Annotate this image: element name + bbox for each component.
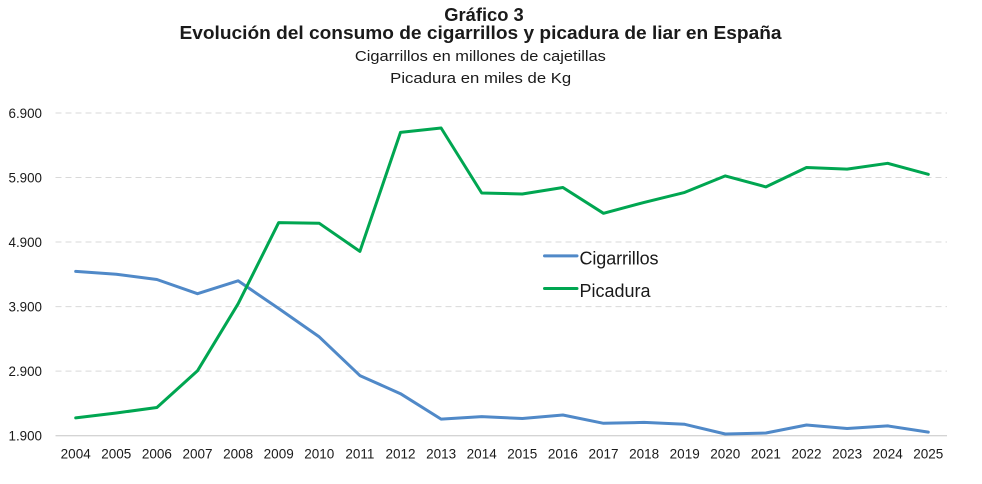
svg-text:Gráfico 3: Gráfico 3	[444, 5, 524, 25]
svg-text:5.900: 5.900	[9, 170, 43, 186]
svg-text:Picadura en miles de Kg: Picadura en miles de Kg	[390, 71, 571, 87]
svg-text:2025: 2025	[913, 446, 943, 461]
svg-text:Picadura: Picadura	[580, 281, 652, 301]
svg-text:2021: 2021	[751, 446, 781, 461]
svg-text:2016: 2016	[548, 446, 578, 461]
svg-text:2008: 2008	[223, 446, 253, 461]
svg-text:2014: 2014	[467, 446, 498, 461]
svg-text:4.900: 4.900	[9, 234, 43, 250]
svg-text:2023: 2023	[832, 446, 862, 461]
svg-text:2013: 2013	[426, 446, 456, 461]
svg-text:1.900: 1.900	[9, 428, 43, 444]
svg-text:2024: 2024	[873, 446, 904, 461]
svg-text:2010: 2010	[304, 446, 334, 461]
svg-text:2019: 2019	[670, 446, 700, 461]
svg-text:2018: 2018	[629, 446, 659, 461]
svg-text:2007: 2007	[182, 446, 212, 461]
svg-text:Cigarrillos en millones de c: Cigarrillos en millones de cajetillas	[355, 49, 606, 65]
svg-text:3.900: 3.900	[9, 299, 43, 315]
svg-text:6.900: 6.900	[9, 105, 43, 121]
svg-text:2.900: 2.900	[9, 363, 43, 379]
svg-text:2022: 2022	[791, 446, 821, 461]
svg-text:2020: 2020	[710, 446, 740, 461]
svg-text:2006: 2006	[142, 446, 172, 461]
svg-text:2017: 2017	[588, 446, 618, 461]
svg-text:2015: 2015	[507, 446, 537, 461]
svg-text:2005: 2005	[101, 446, 131, 461]
svg-text:Evolución del consumo de cigar: Evolución del consumo de cigarrillos y p…	[180, 23, 783, 43]
svg-text:Cigarrillos: Cigarrillos	[580, 248, 659, 268]
svg-text:2009: 2009	[264, 446, 294, 461]
svg-text:2012: 2012	[385, 446, 415, 461]
svg-text:2004: 2004	[61, 446, 92, 461]
svg-text:2011: 2011	[345, 446, 374, 461]
